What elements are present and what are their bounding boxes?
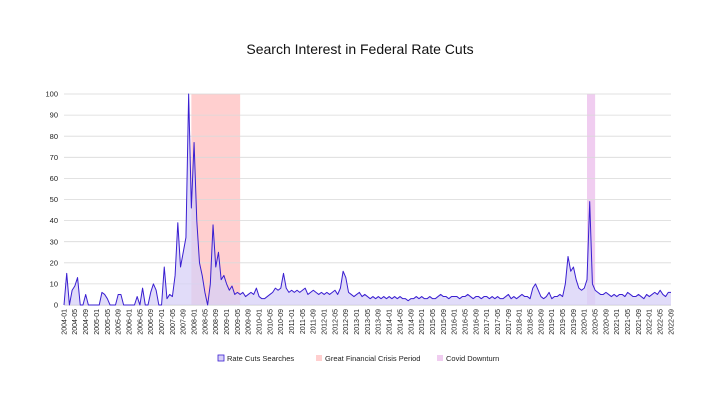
x-tick-label-2008-09: 2008-09 — [213, 309, 220, 335]
x-tick-label-2009-01: 2009-01 — [224, 309, 231, 335]
x-tick-label-2014-05: 2014-05 — [397, 309, 404, 335]
y-tick-label-90: 90 — [50, 111, 58, 120]
legend-label-2: Great Financial Crisis Period — [325, 354, 420, 363]
x-tick-label-2015-05: 2015-05 — [430, 309, 437, 335]
x-tick-label-2007-05: 2007-05 — [170, 309, 177, 335]
x-tick-label-2019-01: 2019-01 — [549, 309, 556, 335]
x-tick-label-2006-09: 2006-09 — [148, 309, 155, 335]
x-tick-label-2015-01: 2015-01 — [419, 309, 426, 335]
x-tick-label-2022-01: 2022-01 — [647, 309, 654, 335]
legend-swatch-1 — [217, 354, 225, 362]
x-tick-label-2010-01: 2010-01 — [257, 309, 264, 335]
x-tick-label-2010-09: 2010-09 — [278, 309, 285, 335]
x-tick-label-2010-05: 2010-05 — [267, 309, 274, 335]
x-tick-label-2015-09: 2015-09 — [441, 309, 448, 335]
y-tick-label-0: 0 — [54, 301, 58, 310]
x-tick-label-2018-05: 2018-05 — [527, 309, 534, 335]
y-tick-label-100: 100 — [45, 90, 58, 99]
x-tick-label-2022-09: 2022-09 — [668, 309, 675, 335]
y-tick-label-20: 20 — [50, 258, 58, 267]
x-tick-label-2017-01: 2017-01 — [484, 309, 491, 335]
x-tick-label-2018-01: 2018-01 — [517, 309, 524, 335]
x-tick-label-2021-01: 2021-01 — [614, 309, 621, 335]
x-tick-label-2004-05: 2004-05 — [72, 309, 79, 335]
x-tick-label-2007-01: 2007-01 — [159, 309, 166, 335]
x-tick-label-2017-09: 2017-09 — [506, 309, 513, 335]
x-tick-label-2016-09: 2016-09 — [473, 309, 480, 335]
x-tick-label-2008-01: 2008-01 — [191, 309, 198, 335]
series-layer — [63, 93, 671, 306]
x-tick-label-2022-05: 2022-05 — [658, 309, 665, 335]
x-tick-label-2004-01: 2004-01 — [61, 309, 68, 335]
y-tick-label-60: 60 — [50, 174, 58, 183]
x-tick-label-2017-05: 2017-05 — [495, 309, 502, 335]
legend: Rate Cuts Searches Great Financial Crisis… — [217, 354, 499, 363]
x-tick-label-2021-05: 2021-05 — [625, 309, 632, 335]
y-tick-label-80: 80 — [50, 132, 58, 141]
x-tick-label-2016-01: 2016-01 — [452, 309, 459, 335]
gridlines — [64, 93, 671, 306]
x-tick-label-2005-01: 2005-01 — [94, 309, 101, 335]
y-tick-label-10: 10 — [50, 280, 58, 289]
y-tick-label-70: 70 — [50, 153, 58, 162]
x-tick-label-2014-01: 2014-01 — [387, 309, 394, 335]
x-tick-label-2012-05: 2012-05 — [332, 309, 339, 335]
x-tick-label-2005-05: 2005-05 — [105, 309, 112, 335]
x-tick-label-2013-09: 2013-09 — [376, 309, 383, 335]
x-tick-label-2004-09: 2004-09 — [83, 309, 90, 335]
legend-swatch-3 — [437, 355, 443, 361]
y-tick-label-50: 50 — [50, 195, 58, 204]
x-tick-label-2018-09: 2018-09 — [538, 309, 545, 335]
x-tick-label-2006-01: 2006-01 — [126, 309, 133, 335]
x-tick-label-2011-05: 2011-05 — [300, 309, 307, 334]
x-tick-label-2020-01: 2020-01 — [582, 309, 589, 335]
x-tick-label-2009-05: 2009-05 — [235, 309, 242, 335]
x-tick-label-2020-05: 2020-05 — [593, 309, 600, 335]
x-tick-label-2008-05: 2008-05 — [202, 309, 209, 335]
x-tick-label-2011-09: 2011-09 — [311, 309, 318, 334]
x-tick-label-2021-09: 2021-09 — [636, 309, 643, 335]
x-tick-label-2012-01: 2012-01 — [322, 309, 329, 335]
chart-title: Search Interest in Federal Rate Cuts — [246, 41, 473, 57]
x-tick-label-2011-01: 2011-01 — [289, 309, 296, 334]
y-tick-label-30: 30 — [50, 237, 58, 246]
legend-label-1: Rate Cuts Searches — [227, 354, 294, 363]
legend-label-3: Covid Downturn — [446, 354, 499, 363]
x-tick-label-2005-09: 2005-09 — [116, 309, 123, 335]
x-tick-label-2013-05: 2013-05 — [365, 309, 372, 335]
x-tick-label-2013-01: 2013-01 — [354, 309, 361, 335]
x-tick-label-2007-09: 2007-09 — [181, 309, 188, 335]
series-line-1 — [63, 93, 671, 306]
x-tick-label-2016-05: 2016-05 — [462, 309, 469, 335]
x-tick-label-2006-05: 2006-05 — [137, 309, 144, 335]
x-tick-label-2019-09: 2019-09 — [571, 309, 578, 335]
x-tick-label-2019-05: 2019-05 — [560, 309, 567, 335]
y-tick-label-40: 40 — [50, 216, 58, 225]
x-axis-ticks: 2004-01 2004-05 2004-09 2005-01 2005-05 2005-… — [61, 309, 675, 335]
x-tick-label-2009-09: 2009-09 — [246, 309, 253, 335]
y-axis-ticks: 0 10 20 30 40 50 60 70 80 90 100 — [45, 90, 58, 310]
legend-swatch-2 — [316, 355, 322, 361]
x-tick-label-2020-09: 2020-09 — [603, 309, 610, 335]
x-tick-label-2014-09: 2014-09 — [408, 309, 415, 335]
x-tick-label-2012-09: 2012-09 — [343, 309, 350, 335]
